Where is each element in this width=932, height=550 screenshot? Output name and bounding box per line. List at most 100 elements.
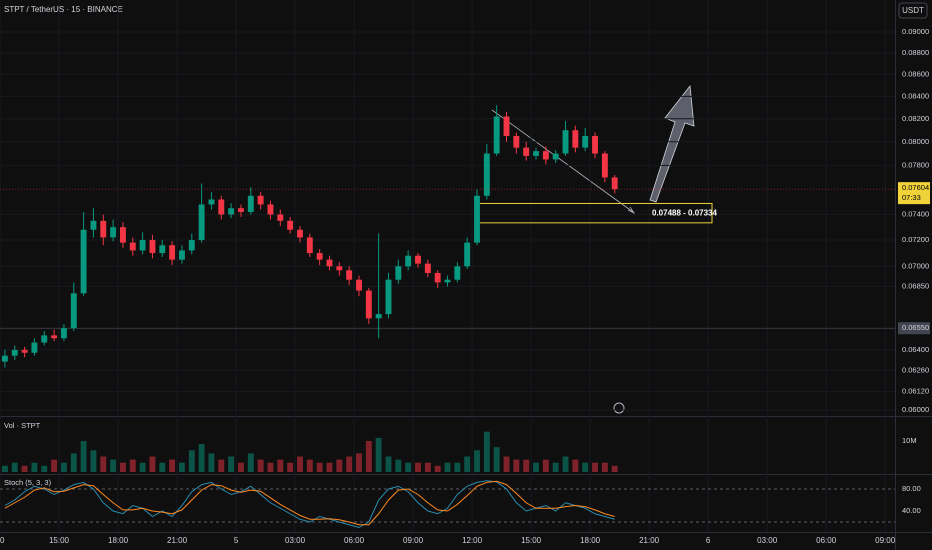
volume-bar <box>70 453 77 472</box>
volume-bar <box>454 462 461 472</box>
candle-body <box>375 314 382 319</box>
stoch-tick-label: 40.00 <box>902 506 921 515</box>
candle-body <box>592 135 598 154</box>
volume-bar <box>326 462 333 472</box>
volume-bar <box>434 465 441 472</box>
x-tick-label: 21:00 <box>167 536 188 545</box>
candle-body <box>306 237 313 254</box>
candle-body <box>21 349 28 353</box>
volume-bar <box>444 462 451 472</box>
stoch-tick-label: 80.00 <box>902 484 921 493</box>
candle-body <box>51 335 58 339</box>
candle-body <box>41 335 48 343</box>
candle-body <box>100 220 107 238</box>
candle-body <box>129 242 136 251</box>
volume-bar <box>365 440 372 472</box>
candle-body <box>90 220 97 230</box>
x-tick-label: 15:00 <box>521 536 542 545</box>
candle-body <box>326 259 333 267</box>
volume-bar <box>297 456 303 472</box>
candle-body <box>119 227 126 243</box>
x-tick-label: 03:00 <box>757 536 778 545</box>
volume-bar <box>415 462 421 472</box>
candle-body <box>31 342 38 353</box>
x-tick-label: 09:00 <box>403 536 424 545</box>
volume-bar <box>582 462 589 472</box>
x-tick-label: 21:00 <box>639 536 660 545</box>
candle-body <box>454 266 461 280</box>
price-line-tag <box>898 322 930 335</box>
candle-body <box>208 199 215 205</box>
candle-body <box>385 279 392 315</box>
volume-bar <box>31 462 38 472</box>
candle-body <box>464 242 471 267</box>
y-tick-label: 0.06260 <box>902 365 929 374</box>
volume-bar <box>572 459 579 472</box>
volume-bar <box>267 462 274 472</box>
x-tick-label: 03:00 <box>285 536 306 545</box>
volume-bar <box>601 462 608 472</box>
candle-body <box>228 208 235 215</box>
y-tick-label: 0.09000 <box>902 27 929 36</box>
candle-body <box>11 349 18 356</box>
candle-body <box>188 240 195 251</box>
candle-body <box>70 293 77 329</box>
currency-label[interactable]: USDT <box>902 6 924 15</box>
volume-bar <box>611 465 618 472</box>
candle-body <box>405 255 412 267</box>
currency-button[interactable] <box>898 2 928 19</box>
candle-body <box>179 250 185 260</box>
candle-body <box>218 199 225 215</box>
x-tick-label: 6 <box>706 536 711 545</box>
candle-body <box>110 227 117 238</box>
x-tick-label: 09:00 <box>875 536 896 545</box>
volume-bar <box>493 447 500 472</box>
volume-bar <box>533 462 539 472</box>
y-tick-label: 0.08200 <box>902 114 929 123</box>
candle-body <box>139 240 146 251</box>
zone-label: 0.07488 - 0.07334 <box>652 208 717 217</box>
candle-body <box>169 245 176 260</box>
stoch-line <box>4 480 615 529</box>
volume-bar <box>483 431 490 472</box>
candle-body <box>572 130 579 148</box>
volume-bar <box>139 462 146 472</box>
candle-body <box>444 279 451 283</box>
volume-bar <box>90 450 97 472</box>
candle-body <box>247 195 254 212</box>
candle-body <box>611 177 618 190</box>
candle-body <box>552 153 559 160</box>
candle-body <box>601 153 608 178</box>
x-tick-label: 12:00 <box>462 536 483 545</box>
y-tick-label: 0.08800 <box>902 48 929 57</box>
volume-tick-label: 10M <box>902 436 917 445</box>
y-tick-label: 0.08000 <box>902 137 929 146</box>
volume-bar <box>562 456 569 472</box>
volume-bar <box>80 440 87 472</box>
volume-bar <box>385 456 392 472</box>
x-tick-label: 15:00 <box>49 536 70 545</box>
symbol-title: STPT / TetherUS · 15 · BINANCE <box>4 5 123 14</box>
volume-bar <box>592 462 598 472</box>
volume-bar <box>51 459 58 472</box>
candle-body <box>523 147 530 156</box>
volume-bar <box>110 459 117 472</box>
y-tick-label: 0.06850 <box>902 281 929 290</box>
y-tick-label: 0.08400 <box>902 91 929 100</box>
x-tick-label: 00 <box>0 536 5 545</box>
volume-bar <box>424 462 431 472</box>
volume-bar <box>356 453 362 472</box>
volume-bar <box>60 462 67 472</box>
y-tick-label: 0.06400 <box>902 345 929 354</box>
volume-bar <box>464 456 471 472</box>
volume-bar <box>503 456 510 472</box>
volume-bar <box>405 462 412 472</box>
candle-body <box>434 272 441 283</box>
candle-body <box>493 116 500 154</box>
candle-body <box>149 240 156 254</box>
last-price-label: 0.07604 <box>902 183 929 192</box>
alert-icon[interactable] <box>613 402 625 414</box>
volume-bar <box>228 456 235 472</box>
volume-bar <box>336 459 343 472</box>
